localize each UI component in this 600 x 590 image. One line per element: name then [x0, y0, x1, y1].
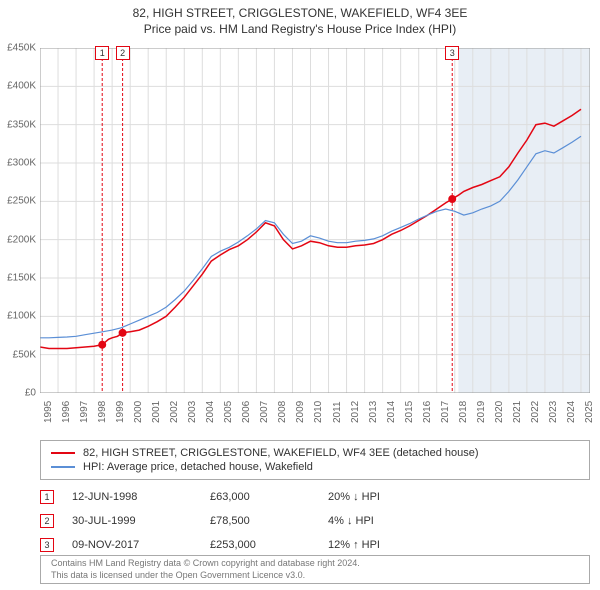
sale-marker-1: 1 — [40, 490, 54, 504]
sale-date: 09-NOV-2017 — [72, 539, 192, 551]
y-tick-label: £100K — [7, 311, 36, 322]
x-tick-label: 2002 — [169, 401, 180, 423]
x-tick-label: 2010 — [313, 401, 324, 423]
legend: 82, HIGH STREET, CRIGGLESTONE, WAKEFIELD… — [40, 440, 590, 480]
x-tick-label: 2022 — [530, 401, 541, 423]
sale-hpi: 20% ↓ HPI — [328, 491, 448, 503]
x-tick-label: 2020 — [494, 401, 505, 423]
sale-date: 12-JUN-1998 — [72, 491, 192, 503]
chart-svg — [40, 48, 590, 393]
y-tick-label: £0 — [25, 388, 36, 399]
footer-line2: This data is licensed under the Open Gov… — [51, 570, 579, 582]
x-tick-label: 1996 — [61, 401, 72, 423]
y-tick-label: £150K — [7, 273, 36, 284]
sales-table: 1 12-JUN-1998 £63,000 20% ↓ HPI 2 30-JUL… — [40, 485, 590, 557]
x-tick-label: 2007 — [259, 401, 270, 423]
legend-swatch-hpi — [51, 466, 75, 468]
y-tick-label: £300K — [7, 158, 36, 169]
x-tick-label: 2013 — [368, 401, 379, 423]
x-tick-label: 2024 — [566, 401, 577, 423]
x-tick-label: 2005 — [223, 401, 234, 423]
x-tick-label: 2015 — [404, 401, 415, 423]
x-tick-label: 2016 — [422, 401, 433, 423]
sale-hpi: 12% ↑ HPI — [328, 539, 448, 551]
sale-hpi: 4% ↓ HPI — [328, 515, 448, 527]
sale-row: 2 30-JUL-1999 £78,500 4% ↓ HPI — [40, 509, 590, 533]
x-tick-label: 2009 — [295, 401, 306, 423]
chart-title-line2: Price paid vs. HM Land Registry's House … — [0, 20, 600, 36]
y-axis: £0£50K£100K£150K£200K£250K£300K£350K£400… — [0, 48, 40, 393]
x-tick-label: 2019 — [476, 401, 487, 423]
x-axis: 1995 1996 1997 1998 1999 2000 2001 2002 2003 2004… — [40, 395, 590, 425]
sale-marker-label: 1 — [95, 46, 109, 60]
x-tick-label: 1999 — [115, 401, 126, 423]
legend-row: HPI: Average price, detached house, Wake… — [51, 460, 579, 474]
sale-marker-label: 2 — [116, 46, 130, 60]
y-tick-label: £350K — [7, 119, 36, 130]
y-tick-label: £50K — [13, 349, 36, 360]
x-tick-label: 2001 — [151, 401, 162, 423]
x-tick-label: 2014 — [386, 401, 397, 423]
sale-marker-2: 2 — [40, 514, 54, 528]
sale-date: 30-JUL-1999 — [72, 515, 192, 527]
y-tick-label: £250K — [7, 196, 36, 207]
legend-swatch-property — [51, 452, 75, 454]
legend-label-hpi: HPI: Average price, detached house, Wake… — [83, 461, 313, 473]
x-tick-label: 2017 — [440, 401, 451, 423]
x-tick-label: 2008 — [277, 401, 288, 423]
chart-plot-area: 12 3 — [40, 48, 590, 393]
sale-row: 1 12-JUN-1998 £63,000 20% ↓ HPI — [40, 485, 590, 509]
license-footer: Contains HM Land Registry data © Crown c… — [40, 555, 590, 584]
x-tick-label: 2023 — [548, 401, 559, 423]
x-tick-label: 1995 — [43, 401, 54, 423]
sale-price: £63,000 — [210, 491, 310, 503]
sale-row: 3 09-NOV-2017 £253,000 12% ↑ HPI — [40, 533, 590, 557]
y-tick-label: £450K — [7, 43, 36, 54]
x-tick-label: 1997 — [79, 401, 90, 423]
legend-row: 82, HIGH STREET, CRIGGLESTONE, WAKEFIELD… — [51, 446, 579, 460]
x-tick-label: 2006 — [241, 401, 252, 423]
x-tick-label: 2021 — [512, 401, 523, 423]
footer-line1: Contains HM Land Registry data © Crown c… — [51, 558, 579, 570]
chart-title-block: 82, HIGH STREET, CRIGGLESTONE, WAKEFIELD… — [0, 0, 600, 36]
x-tick-label: 2011 — [332, 401, 343, 423]
sale-marker-label: 3 — [445, 46, 459, 60]
x-tick-label: 2004 — [205, 401, 216, 423]
x-tick-label: 2000 — [133, 401, 144, 423]
x-tick-label: 1998 — [97, 401, 108, 423]
legend-label-property: 82, HIGH STREET, CRIGGLESTONE, WAKEFIELD… — [83, 447, 479, 459]
chart-title-line1: 82, HIGH STREET, CRIGGLESTONE, WAKEFIELD… — [0, 6, 600, 20]
x-tick-label: 2025 — [584, 401, 595, 423]
y-tick-label: £400K — [7, 81, 36, 92]
sale-marker-3: 3 — [40, 538, 54, 552]
x-tick-label: 2012 — [350, 401, 361, 423]
sale-price: £253,000 — [210, 539, 310, 551]
x-tick-label: 2003 — [187, 401, 198, 423]
y-tick-label: £200K — [7, 234, 36, 245]
sale-price: £78,500 — [210, 515, 310, 527]
x-tick-label: 2018 — [458, 401, 469, 423]
